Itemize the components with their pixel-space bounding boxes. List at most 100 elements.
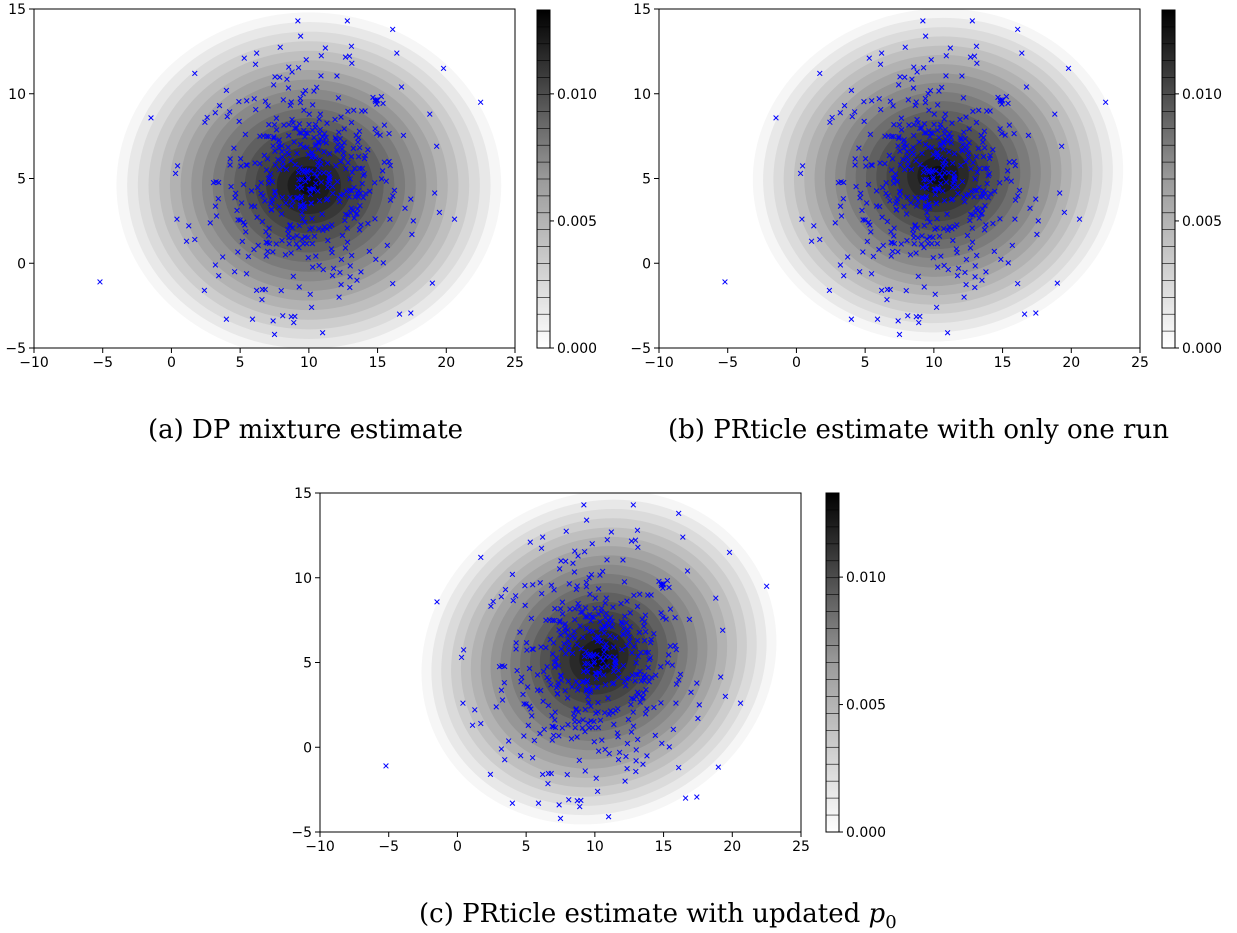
scatter-point-stroke	[271, 122, 278, 128]
scatter-point	[549, 712, 555, 719]
scatter-point	[927, 234, 933, 240]
scatter-point	[299, 215, 306, 222]
scatter-point	[384, 242, 391, 249]
scatter-point-stroke	[694, 680, 700, 686]
scatter-point	[292, 161, 298, 168]
scatter-point-stroke	[860, 249, 866, 255]
scatter-point-stroke	[260, 354, 265, 359]
scatter-point	[624, 643, 630, 649]
scatter-point-stroke	[295, 18, 301, 24]
scatter-point-stroke	[315, 140, 322, 147]
scatter-point	[333, 137, 339, 143]
scatter-point-stroke	[1058, 143, 1065, 150]
scatter-point	[613, 660, 619, 666]
scatter-point-stroke	[888, 253, 895, 259]
scatter-point-stroke	[232, 195, 238, 201]
scatter-point-stroke	[589, 540, 595, 547]
scatter-point-stroke	[890, 103, 896, 109]
scatter-point-stroke	[895, 143, 901, 149]
scatter-point	[575, 600, 581, 607]
scatter-point-stroke	[324, 120, 330, 126]
scatter-point	[865, 181, 872, 188]
scatter-point	[344, 225, 350, 231]
scatter-point	[351, 215, 357, 221]
scatter-point-stroke	[287, 222, 294, 228]
scatter-point	[869, 162, 875, 169]
scatter-point-stroke	[902, 44, 908, 50]
scatter-point	[534, 672, 541, 678]
scatter-point-stroke	[458, 654, 465, 661]
scatter-point	[365, 146, 371, 153]
scatter-point-stroke	[257, 160, 263, 167]
scatter-point	[863, 163, 869, 169]
scatter-point	[379, 168, 386, 174]
scatter-point-stroke	[876, 96, 882, 102]
scatter-point	[888, 253, 895, 259]
scatter-point	[347, 274, 353, 280]
scatter-point	[832, 220, 839, 226]
scatter-point	[535, 800, 542, 806]
scatter-point-stroke	[534, 672, 541, 678]
scatter-point-stroke	[551, 587, 557, 593]
scatter-point-stroke	[921, 121, 928, 127]
scatter-point-stroke	[320, 266, 327, 273]
scatter-point	[477, 99, 484, 105]
scatter-point	[919, 184, 926, 191]
scatter-point	[896, 134, 902, 140]
scatter-point	[612, 658, 619, 665]
scatter-point-stroke	[302, 219, 308, 225]
scatter-point	[236, 118, 242, 125]
scatter-point	[940, 140, 947, 147]
scatter-point-stroke	[253, 50, 260, 56]
scatter-point-stroke	[243, 271, 250, 277]
scatter-point	[348, 43, 355, 50]
scatter-point	[983, 269, 989, 275]
scatter-point-stroke	[183, 238, 190, 244]
scatter-point-stroke	[896, 122, 903, 128]
scatter-point	[488, 603, 494, 610]
scatter-point-stroke	[966, 126, 972, 132]
scatter-point-stroke	[358, 269, 364, 275]
scatter-point-stroke	[928, 56, 934, 63]
scatter-point	[383, 763, 389, 769]
scatter-point-stroke	[270, 82, 277, 88]
scatter-point	[279, 148, 285, 155]
scatter-point	[315, 188, 321, 194]
scatter-point-stroke	[880, 242, 886, 249]
scatter-point-stroke	[603, 641, 609, 647]
scatter-point	[219, 254, 226, 260]
scatter-point	[967, 217, 973, 224]
scatter-point	[548, 582, 555, 589]
scatter-point	[943, 53, 950, 59]
scatter-point-stroke	[695, 715, 701, 722]
scatter-point	[235, 217, 241, 223]
scatter-point	[610, 668, 617, 675]
scatter-point	[917, 125, 923, 131]
scatter-point-stroke	[333, 162, 339, 169]
scatter-point-stroke	[535, 800, 542, 806]
scatter-point-stroke	[186, 223, 192, 229]
scatter-point	[582, 660, 588, 667]
scatter-point	[963, 159, 969, 165]
scatter-point	[276, 166, 283, 173]
scatter-point	[675, 510, 682, 517]
scatter-point	[574, 687, 581, 693]
scatter-point	[918, 125, 925, 131]
scatter-point-stroke	[299, 168, 306, 175]
scatter-point-stroke	[945, 227, 951, 234]
scatter-point-stroke	[673, 646, 680, 653]
scatter-point-stroke	[608, 529, 615, 535]
scatter-point-stroke	[242, 222, 248, 228]
scatter-point-stroke	[974, 169, 980, 176]
scatter-point	[249, 316, 256, 322]
scatter-point-stroke	[308, 200, 314, 206]
scatter-point	[579, 609, 586, 615]
scatter-point	[922, 99, 929, 106]
scatter-point-stroke	[207, 220, 214, 226]
scatter-point	[921, 121, 928, 127]
scatter-point	[273, 241, 280, 247]
scatter-point	[329, 222, 335, 228]
scatter-point-stroke	[862, 217, 868, 223]
scatter-point-stroke	[192, 70, 198, 77]
scatter-point	[928, 240, 935, 247]
